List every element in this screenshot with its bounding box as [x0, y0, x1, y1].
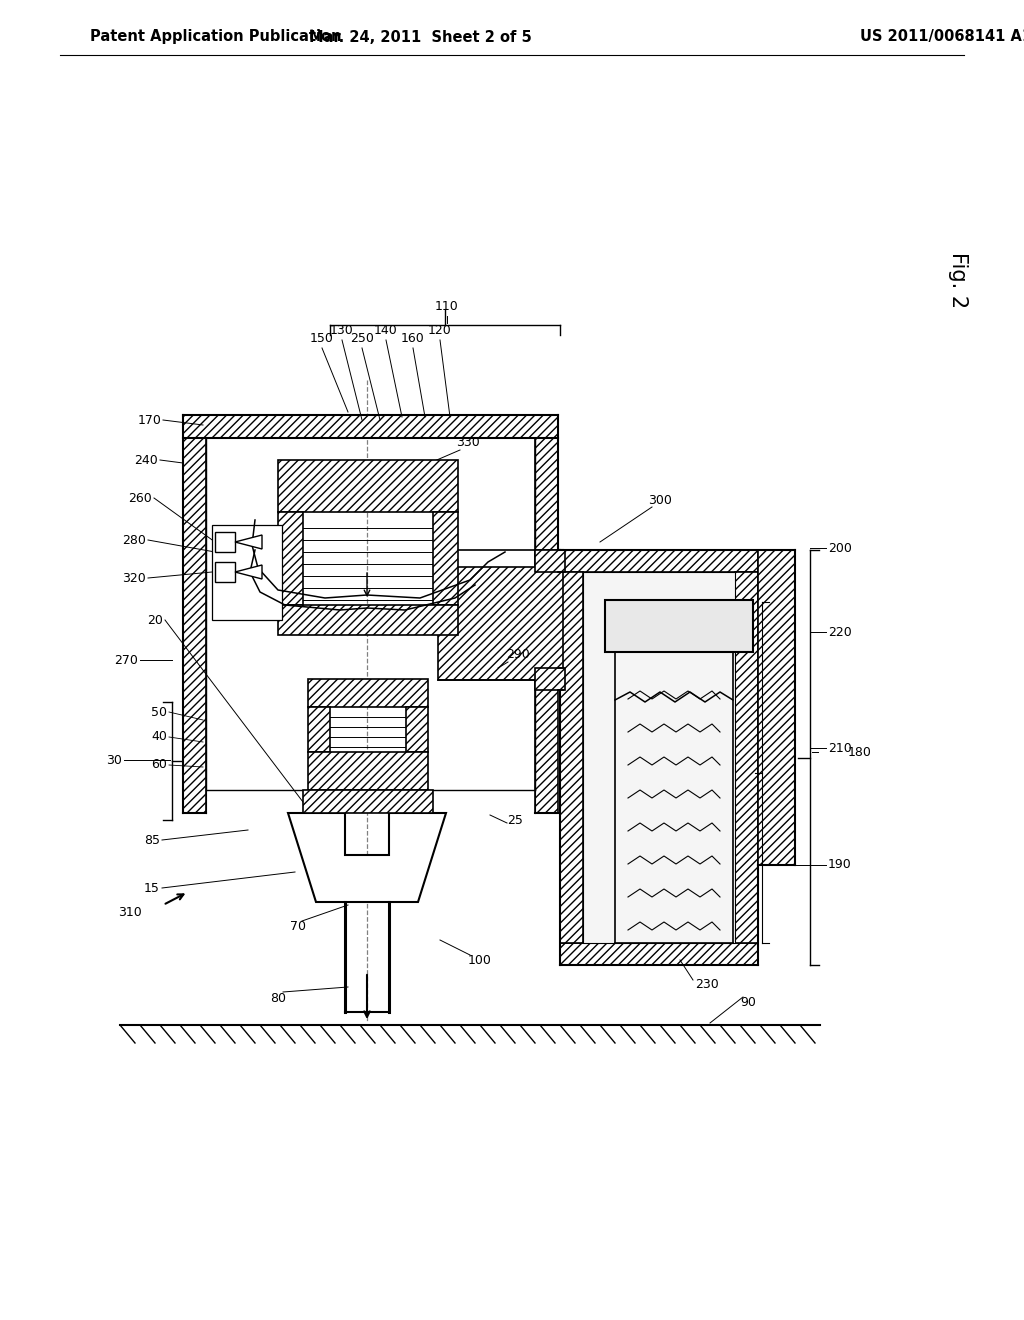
Bar	[308, 752, 428, 789]
Bar	[438, 568, 563, 680]
Text: 250: 250	[350, 333, 374, 346]
Text: 240: 240	[134, 454, 158, 466]
Text: 50: 50	[151, 705, 167, 718]
Text: 310: 310	[118, 906, 142, 919]
Text: 85: 85	[144, 833, 160, 846]
Bar	[308, 708, 330, 752]
Bar	[278, 512, 303, 605]
Bar	[278, 605, 458, 635]
Text: 90: 90	[740, 995, 756, 1008]
Text: 330: 330	[456, 436, 480, 449]
Text: 210: 210	[828, 742, 852, 755]
Text: 110: 110	[435, 301, 459, 314]
Bar	[433, 512, 458, 605]
Text: Mar. 24, 2011  Sheet 2 of 5: Mar. 24, 2011 Sheet 2 of 5	[308, 29, 531, 45]
Text: Fig. 2: Fig. 2	[948, 252, 968, 308]
Bar	[583, 572, 735, 942]
Text: 300: 300	[648, 494, 672, 507]
Text: 30: 30	[106, 754, 122, 767]
Bar	[303, 789, 433, 813]
Text: 100: 100	[468, 953, 492, 966]
Bar	[406, 708, 428, 752]
Text: 280: 280	[122, 533, 146, 546]
Bar	[535, 668, 565, 690]
Bar	[212, 525, 282, 620]
Polygon shape	[234, 565, 262, 579]
Text: 15: 15	[144, 882, 160, 895]
Text: 20: 20	[147, 614, 163, 627]
Bar	[215, 562, 234, 582]
Text: 70: 70	[290, 920, 306, 933]
Bar	[605, 601, 753, 652]
Text: 220: 220	[828, 626, 852, 639]
Bar	[183, 414, 558, 438]
Text: 230: 230	[695, 978, 719, 991]
Text: 200: 200	[828, 541, 852, 554]
Polygon shape	[234, 535, 262, 549]
Bar	[215, 532, 234, 552]
Text: 290: 290	[506, 648, 529, 661]
Text: US 2011/0068141 A1: US 2011/0068141 A1	[860, 29, 1024, 45]
Text: Patent Application Publication: Patent Application Publication	[90, 29, 341, 45]
Text: 130: 130	[330, 325, 354, 338]
Bar	[560, 942, 758, 965]
Text: 120: 120	[428, 325, 452, 338]
Text: 270: 270	[114, 653, 138, 667]
Bar	[560, 572, 583, 942]
Text: 180: 180	[848, 746, 871, 759]
Bar	[735, 572, 758, 942]
Bar	[278, 459, 458, 512]
Bar	[535, 550, 565, 572]
Text: 170: 170	[138, 413, 162, 426]
Text: 150: 150	[310, 333, 334, 346]
Text: 320: 320	[122, 572, 146, 585]
Text: 190: 190	[828, 858, 852, 871]
Text: 40: 40	[152, 730, 167, 743]
Text: 160: 160	[401, 333, 425, 346]
Text: 140: 140	[374, 325, 398, 338]
Bar	[535, 438, 558, 813]
Bar	[560, 550, 758, 572]
Bar	[183, 438, 206, 813]
Text: 60: 60	[152, 759, 167, 771]
Bar	[308, 678, 428, 708]
Text: 260: 260	[128, 491, 152, 504]
Bar	[758, 550, 795, 865]
Polygon shape	[288, 813, 446, 902]
Text: 25: 25	[507, 813, 523, 826]
Text: 80: 80	[270, 991, 286, 1005]
